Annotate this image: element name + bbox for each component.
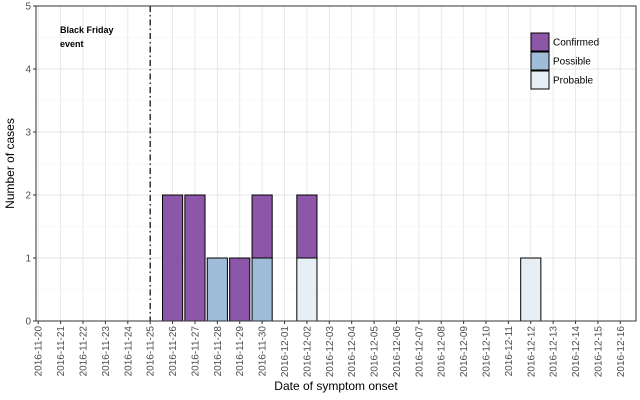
x-tick-label: 2016-12-01: [280, 326, 291, 378]
x-tick-label: 2016-11-27: [190, 326, 201, 377]
bar-confirmed-2016-11-27: [184, 194, 206, 322]
x-tick-label: 2016-11-23: [101, 326, 112, 377]
bar-confirmed-2016-11-30: [251, 194, 273, 259]
x-tick-label: 2016-12-13: [549, 326, 560, 378]
legend-label-confirmed: Confirmed: [553, 38, 599, 49]
x-tick-label: 2016-12-08: [437, 326, 448, 378]
x-tick-label: 2016-12-02: [302, 326, 313, 378]
bars: [161, 194, 542, 322]
x-tick-label: 2016-12-15: [593, 326, 604, 378]
x-tick-label: 2016-12-11: [504, 326, 515, 377]
x-tick-label: 2016-11-25: [146, 326, 157, 377]
x-tick-label: 2016-12-10: [482, 326, 493, 378]
legend-key-probable: [530, 70, 550, 90]
x-tick-label: 2016-12-14: [571, 326, 582, 378]
x-tick-label: 2016-11-26: [168, 326, 179, 377]
y-tick-label: 0: [25, 317, 31, 328]
annotation-line: Black Friday: [60, 25, 114, 35]
y-axis-title: Number of cases: [3, 118, 17, 209]
bar-confirmed-2016-12-02: [296, 194, 318, 259]
x-axis-title: Date of symptom onset: [274, 379, 398, 393]
black-friday-annotation: Black Friday event: [60, 25, 114, 49]
y-tick-label: 1: [25, 254, 31, 265]
annotation-line: event: [60, 39, 84, 49]
y-axis-ticks: 0 1 2 3 4 5: [25, 2, 36, 328]
legend-label-probable: Probable: [553, 76, 593, 87]
x-tick-label: 2016-12-06: [392, 326, 403, 378]
y-tick-label: 3: [25, 128, 31, 139]
bar-probable-2016-12-12: [520, 257, 542, 322]
bar-confirmed-2016-11-26: [161, 194, 184, 322]
x-tick-label: 2016-11-28: [213, 326, 224, 377]
x-tick-label: 2016-11-20: [34, 326, 45, 377]
plot-border: [35, 5, 637, 322]
legend-label-possible: Possible: [553, 57, 591, 68]
x-tick-label: 2016-11-22: [79, 326, 90, 377]
x-tick-label: 2016-12-12: [526, 326, 537, 378]
x-tick-label: 2016-12-09: [459, 326, 470, 378]
bar-probable-2016-12-02: [296, 257, 318, 322]
x-tick-label: 2016-11-21: [56, 326, 67, 377]
x-tick-label: 2016-12-07: [414, 326, 425, 378]
x-tick-label: 2016-12-03: [325, 326, 336, 378]
legend-key-possible: [530, 51, 550, 71]
legend-key-confirmed: [530, 32, 550, 52]
y-tick-label: 5: [25, 2, 31, 13]
bar-possible-2016-11-28: [206, 257, 228, 322]
y-tick-label: 2: [25, 191, 31, 202]
x-tick-label: 2016-11-29: [235, 326, 246, 377]
x-tick-label: 2016-11-24: [123, 326, 134, 377]
x-tick-label: 2016-12-04: [347, 326, 358, 378]
y-tick-label: 4: [25, 65, 31, 76]
x-tick-label: 2016-12-05: [370, 326, 381, 378]
x-tick-label: 2016-12-16: [616, 326, 627, 378]
x-axis-ticks: 2016-11-20 2016-11-21 2016-11-22 2016-11-23…: [34, 321, 627, 377]
bar-possible-2016-11-30: [251, 257, 273, 322]
legend: Confirmed Possible Probable: [530, 32, 599, 90]
x-tick-label: 2016-11-30: [258, 326, 269, 377]
bar-confirmed-2016-11-29: [229, 257, 251, 322]
